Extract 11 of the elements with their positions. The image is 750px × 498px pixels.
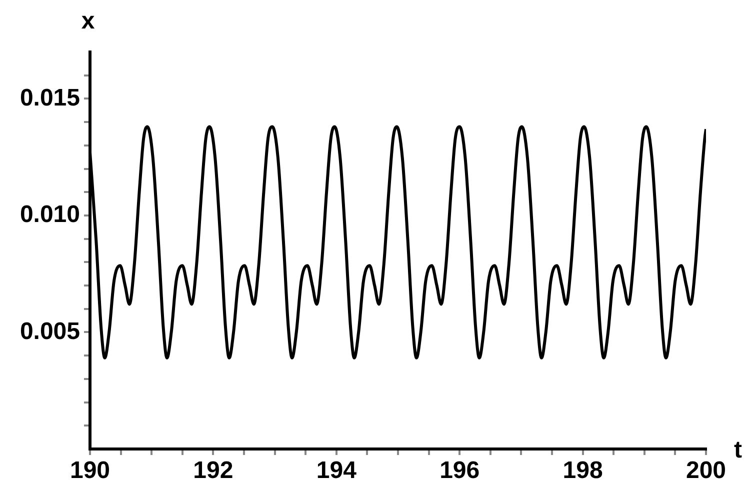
x-tick-label: 190 — [70, 457, 110, 484]
x-axis-title: t — [734, 436, 742, 464]
x-tick-label: 200 — [686, 457, 726, 484]
y-axis-title: x — [81, 8, 96, 35]
x-tick-label: 194 — [316, 457, 358, 484]
y-tick-label: 0.005 — [20, 318, 80, 345]
y-tick-label: 0.015 — [20, 84, 80, 112]
y-tick-label: 0.010 — [20, 201, 80, 228]
x-tick-label: 198 — [562, 457, 603, 484]
x-tick-label: 192 — [193, 457, 234, 484]
x-tick-label: 196 — [440, 457, 480, 484]
